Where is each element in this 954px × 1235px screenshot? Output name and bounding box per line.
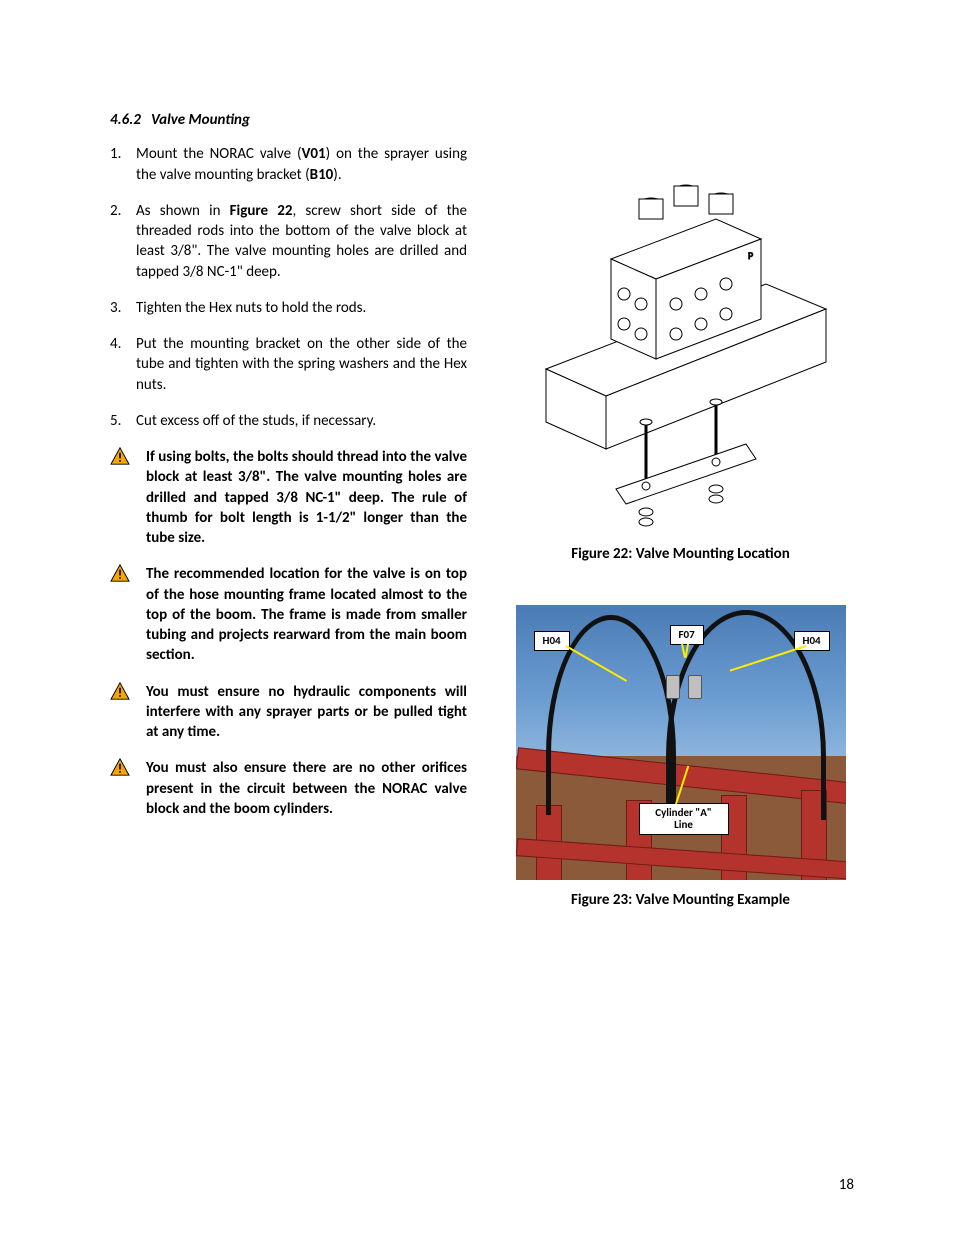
warning-note: You must also ensure there are no other … [110, 758, 467, 819]
figure-23-image: H04 F07 H04 Cylinder "A" Line [516, 605, 846, 880]
list-item: 2. As shown in Figure 22, screw short si… [110, 201, 467, 282]
left-column: 1. Mount the NORAC valve (V01) on the sp… [110, 144, 467, 938]
step-number: 3. [110, 298, 136, 318]
callout-cylinder-a: Cylinder "A" Line [639, 803, 729, 835]
step-text: Mount the NORAC valve (V01) on the spray… [136, 144, 467, 185]
figure-23: H04 F07 H04 Cylinder "A" Line Figure 23:… [507, 605, 854, 910]
step-text: Cut excess off of the studs, if necessar… [136, 411, 467, 431]
warning-text: You must ensure no hydraulic components … [146, 682, 467, 743]
step-number: 2. [110, 201, 136, 282]
warning-text: The recommended location for the valve i… [146, 564, 467, 665]
callout-h04-left: H04 [534, 631, 570, 651]
list-item: 4. Put the mounting bracket on the other… [110, 334, 467, 395]
section-number: 4.6.2 [110, 111, 141, 129]
warning-icon [110, 564, 146, 665]
warning-note: You must ensure no hydraulic components … [110, 682, 467, 743]
step-text: As shown in Figure 22, screw short side … [136, 201, 467, 282]
section-title-text: Valve Mounting [151, 111, 250, 129]
figure-22-caption: Figure 22: Valve Mounting Location [507, 544, 854, 564]
svg-text:P: P [748, 249, 753, 262]
warning-icon [110, 682, 146, 743]
callout-f07: F07 [670, 625, 704, 645]
instruction-list: 1. Mount the NORAC valve (V01) on the sp… [110, 144, 467, 431]
warning-icon [110, 758, 146, 819]
list-item: 1. Mount the NORAC valve (V01) on the sp… [110, 144, 467, 185]
figure-22: P [507, 144, 854, 564]
list-item: 5. Cut excess off of the studs, if neces… [110, 411, 467, 431]
figure-22-image: P [516, 144, 846, 534]
valve-diagram-svg: P [516, 144, 846, 534]
warning-text: You must also ensure there are no other … [146, 758, 467, 819]
warning-note: The recommended location for the valve i… [110, 564, 467, 665]
figure-23-caption: Figure 23: Valve Mounting Example [507, 890, 854, 910]
step-number: 4. [110, 334, 136, 395]
warning-note: If using bolts, the bolts should thread … [110, 447, 467, 548]
warning-icon [110, 447, 146, 548]
warning-text: If using bolts, the bolts should thread … [146, 447, 467, 548]
step-text: Tighten the Hex nuts to hold the rods. [136, 298, 467, 318]
step-number: 5. [110, 411, 136, 431]
list-item: 3. Tighten the Hex nuts to hold the rods… [110, 298, 467, 318]
section-heading: 4.6.2 Valve Mounting [110, 110, 854, 130]
page-number: 18 [839, 1175, 854, 1195]
step-text: Put the mounting bracket on the other si… [136, 334, 467, 395]
right-column: P [507, 144, 854, 938]
step-number: 1. [110, 144, 136, 185]
